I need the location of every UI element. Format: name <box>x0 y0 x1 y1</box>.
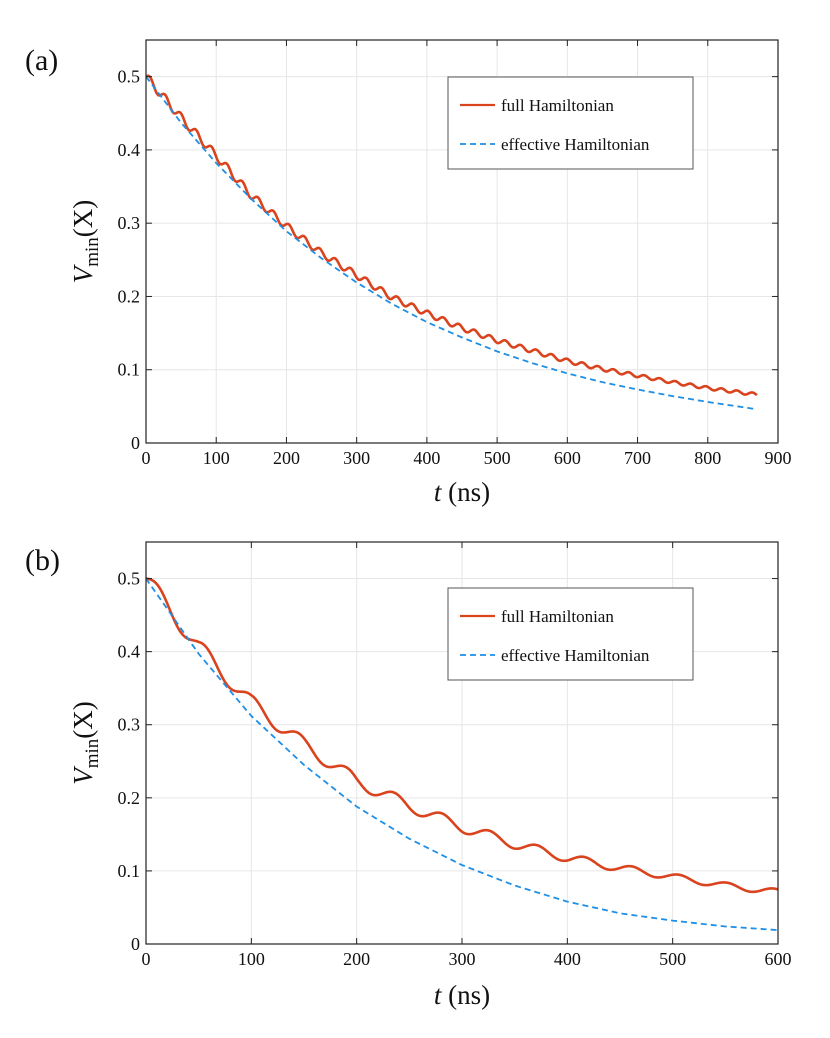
series-line-effective-hamiltonian <box>145 76 758 411</box>
x-tick-label: 0 <box>142 949 151 969</box>
x-tick-label: 400 <box>554 949 581 969</box>
y-axis-variable: V <box>68 765 98 785</box>
y-tick-label: 0.1 <box>118 861 141 881</box>
x-tick-label: 100 <box>238 949 265 969</box>
x-tick-label: 100 <box>203 448 230 468</box>
y-tick-label: 0.1 <box>118 360 141 380</box>
x-tick-label: 500 <box>484 448 511 468</box>
chart-panel-a: 0 100 200 300 400 500 600 700 800 900 0 0.1 0.2 0.3 0.… <box>25 39 792 507</box>
y-axis-title: Vmin(X) <box>68 701 103 785</box>
series-line-full-hamiltonian <box>145 577 779 894</box>
axes-frame <box>145 39 779 444</box>
x-tick-label: 500 <box>659 949 686 969</box>
x-tick-label: 0 <box>142 448 151 468</box>
x-tick-label: 300 <box>449 949 476 969</box>
x-tick-label: 200 <box>273 448 300 468</box>
legend-label: full Hamiltonian <box>501 607 614 626</box>
y-tick-label: 0.2 <box>118 286 141 306</box>
chart-panel-b: 0 100 200 300 400 500 600 0 0.1 0.2 0.3 0.4 0.5 (b) t … <box>25 541 792 1010</box>
y-tick-label: 0.4 <box>118 140 141 160</box>
legend-box <box>447 587 694 681</box>
y-axis-argument: (X) <box>68 701 98 738</box>
y-tick-label: 0 <box>131 934 140 954</box>
x-tick-label: 300 <box>343 448 370 468</box>
x-tick-label: 600 <box>554 448 581 468</box>
y-tick-label: 0.3 <box>118 715 141 735</box>
legend: full Hamiltonian effective Hamiltonian <box>447 587 694 681</box>
x-axis-variable: t <box>434 477 443 507</box>
panel-label: (a) <box>25 44 58 77</box>
x-tick-label: 800 <box>694 448 721 468</box>
series-line-effective-hamiltonian <box>145 578 779 932</box>
x-axis-title: t (ns) <box>434 477 490 507</box>
y-axis-variable: V <box>68 263 98 283</box>
x-axis-title: t (ns) <box>434 980 490 1010</box>
x-tick-label: 400 <box>413 448 440 468</box>
y-tick-label: 0.5 <box>118 569 141 589</box>
x-tick-label: 900 <box>765 448 792 468</box>
legend-box <box>447 76 694 170</box>
y-axis-title: Vmin(X) <box>68 200 103 284</box>
legend-label: effective Hamiltonian <box>501 646 650 665</box>
legend: full Hamiltonian effective Hamiltonian <box>447 76 694 170</box>
y-axis-subscript: min <box>82 738 103 768</box>
panel-label: (b) <box>25 544 60 577</box>
x-axis-variable: t <box>434 980 443 1010</box>
y-tick-label: 0.3 <box>118 213 141 233</box>
x-axis-unit: (ns) <box>441 477 490 507</box>
x-axis-unit: (ns) <box>441 980 490 1010</box>
y-tick-label: 0 <box>131 433 140 453</box>
series-line-full-hamiltonian <box>145 74 758 397</box>
y-axis-argument: (X) <box>68 200 98 237</box>
y-tick-label: 0.4 <box>118 642 141 662</box>
y-tick-label: 0.5 <box>118 67 141 87</box>
legend-label: full Hamiltonian <box>501 96 614 115</box>
y-tick-label: 0.2 <box>118 788 141 808</box>
x-tick-label: 600 <box>765 949 792 969</box>
x-tick-label: 700 <box>624 448 651 468</box>
x-tick-label: 200 <box>343 949 370 969</box>
y-axis-subscript: min <box>82 237 103 267</box>
legend-label: effective Hamiltonian <box>501 135 650 154</box>
